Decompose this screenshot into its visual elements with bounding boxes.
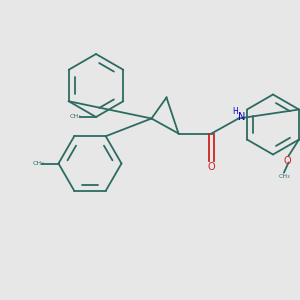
Text: O: O [283,156,291,167]
Text: CH₃: CH₃ [32,161,44,166]
Text: N: N [238,112,245,122]
Text: CH₃: CH₃ [70,115,81,119]
Text: CH₃: CH₃ [278,174,290,178]
Text: O: O [208,162,215,172]
Text: H: H [232,107,238,116]
